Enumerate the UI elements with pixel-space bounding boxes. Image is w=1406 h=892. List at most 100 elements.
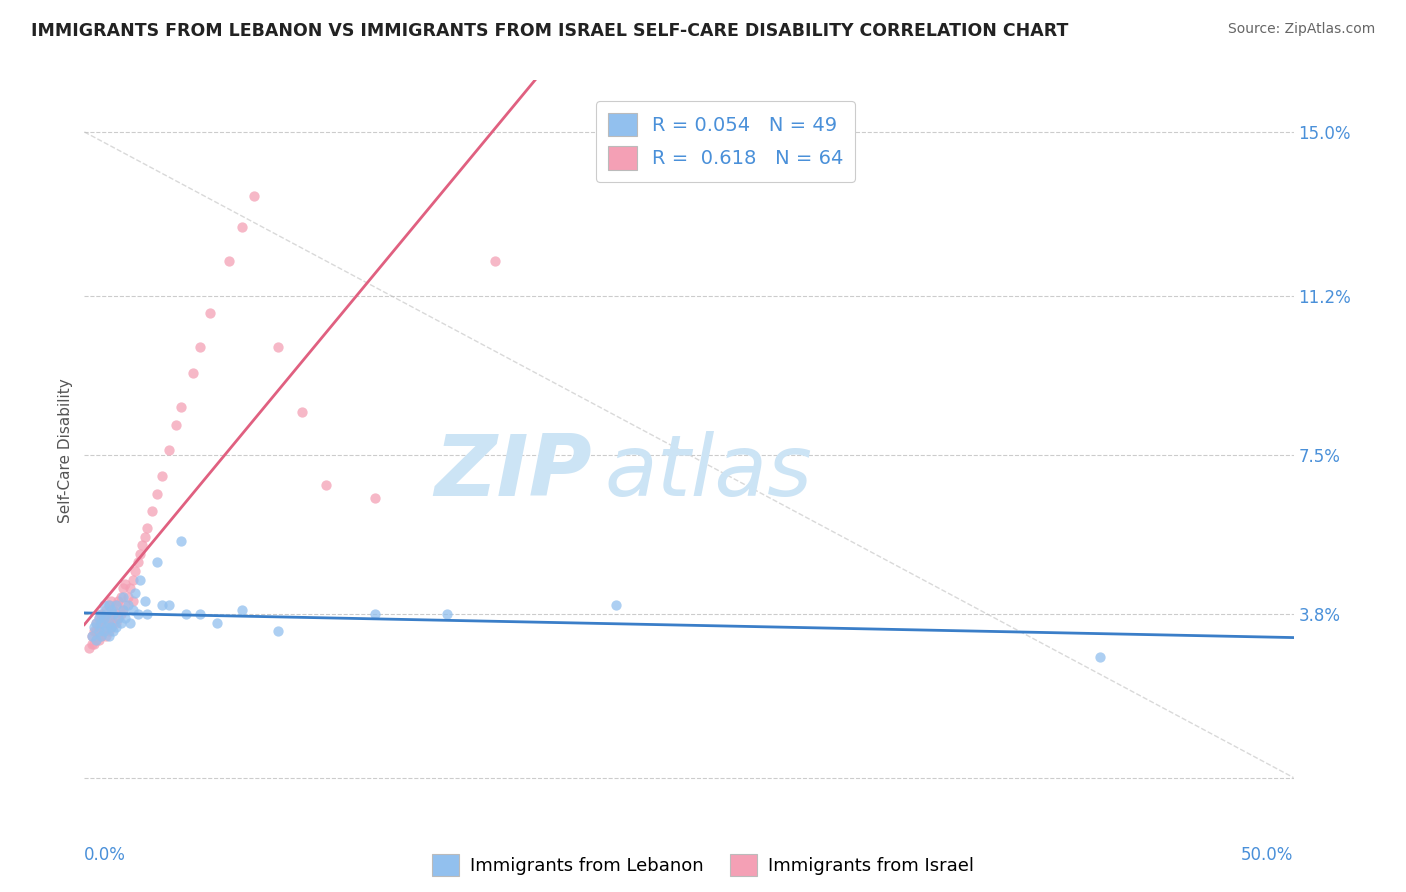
Point — [90, 629, 112, 643]
Point — [103, 603, 125, 617]
Point — [93, 611, 115, 625]
Point — [103, 624, 125, 639]
Point — [146, 555, 169, 569]
Point — [198, 306, 221, 320]
Point — [190, 340, 212, 354]
Point — [207, 615, 229, 630]
Legend: R = 0.054   N = 49, R =  0.618   N = 64: R = 0.054 N = 49, R = 0.618 N = 64 — [596, 101, 855, 182]
Point — [129, 547, 152, 561]
Point — [103, 607, 125, 621]
Point — [94, 603, 117, 617]
Point — [605, 599, 627, 613]
Point — [107, 611, 129, 625]
Point — [100, 620, 122, 634]
Point — [112, 590, 135, 604]
Point — [97, 599, 120, 613]
Point — [104, 599, 127, 613]
Point — [94, 607, 117, 621]
Point — [363, 491, 385, 505]
Point — [242, 189, 264, 203]
Point — [93, 624, 115, 639]
Point — [112, 603, 135, 617]
Point — [83, 620, 105, 634]
Point — [170, 533, 193, 548]
Point — [129, 573, 152, 587]
Point — [190, 607, 212, 621]
Point — [77, 641, 100, 656]
Point — [86, 632, 108, 647]
Point — [94, 629, 117, 643]
Point — [436, 607, 458, 621]
Point — [131, 538, 153, 552]
Point — [107, 594, 129, 608]
Point — [170, 401, 193, 415]
Text: atlas: atlas — [605, 431, 813, 514]
Point — [363, 607, 385, 621]
Point — [121, 573, 143, 587]
Point — [141, 504, 163, 518]
Point — [231, 603, 253, 617]
Point — [90, 607, 112, 621]
Point — [146, 486, 169, 500]
Point — [94, 615, 117, 630]
Point — [97, 611, 120, 625]
Point — [231, 219, 253, 234]
Point — [136, 521, 159, 535]
Point — [97, 599, 120, 613]
Legend: Immigrants from Lebanon, Immigrants from Israel: Immigrants from Lebanon, Immigrants from… — [425, 847, 981, 883]
Point — [104, 599, 127, 613]
Point — [100, 607, 122, 621]
Point — [157, 443, 180, 458]
Point — [484, 254, 506, 268]
Point — [267, 340, 290, 354]
Point — [86, 632, 108, 647]
Point — [90, 629, 112, 643]
Text: ZIP: ZIP — [434, 431, 592, 514]
Point — [291, 405, 314, 419]
Point — [90, 607, 112, 621]
Point — [150, 599, 173, 613]
Point — [100, 620, 122, 634]
Point — [103, 615, 125, 630]
Point — [93, 599, 115, 613]
Point — [127, 555, 149, 569]
Point — [218, 254, 240, 268]
Point — [94, 620, 117, 634]
Point — [110, 607, 132, 621]
Point — [97, 629, 120, 643]
Point — [110, 615, 132, 630]
Point — [87, 624, 110, 639]
Point — [134, 530, 156, 544]
Text: IMMIGRANTS FROM LEBANON VS IMMIGRANTS FROM ISRAEL SELF-CARE DISABILITY CORRELATI: IMMIGRANTS FROM LEBANON VS IMMIGRANTS FR… — [31, 22, 1069, 40]
Point — [117, 599, 139, 613]
Point — [112, 581, 135, 595]
Point — [80, 629, 103, 643]
Point — [114, 599, 136, 613]
Point — [104, 620, 127, 634]
Point — [93, 624, 115, 639]
Point — [86, 624, 108, 639]
Point — [174, 607, 197, 621]
Point — [110, 590, 132, 604]
Point — [134, 594, 156, 608]
Point — [315, 478, 337, 492]
Point — [157, 599, 180, 613]
Point — [80, 637, 103, 651]
Y-axis label: Self-Care Disability: Self-Care Disability — [58, 378, 73, 523]
Point — [181, 366, 204, 380]
Point — [87, 611, 110, 625]
Text: Source: ZipAtlas.com: Source: ZipAtlas.com — [1227, 22, 1375, 37]
Point — [267, 624, 290, 639]
Point — [87, 620, 110, 634]
Point — [97, 624, 120, 639]
Point — [83, 637, 105, 651]
Point — [127, 607, 149, 621]
Text: 50.0%: 50.0% — [1241, 847, 1294, 864]
Point — [165, 417, 187, 432]
Point — [93, 611, 115, 625]
Point — [1088, 650, 1111, 665]
Point — [117, 590, 139, 604]
Point — [121, 603, 143, 617]
Point — [120, 615, 142, 630]
Point — [124, 585, 146, 599]
